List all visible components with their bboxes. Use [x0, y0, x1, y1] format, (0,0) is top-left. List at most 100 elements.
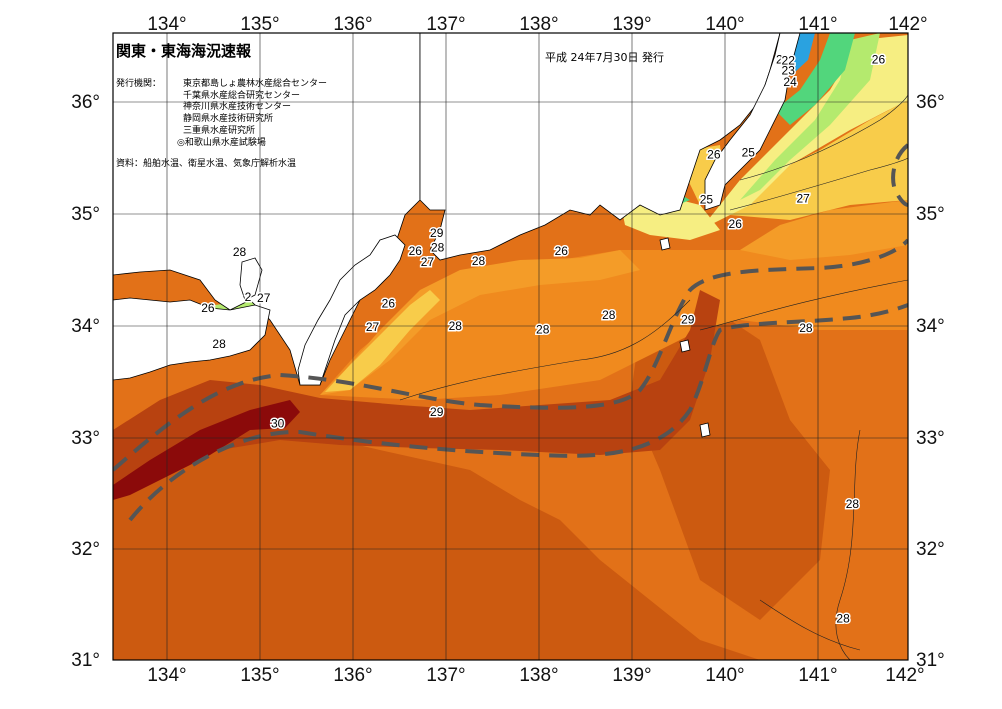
data-source: 資料：船舶水温、衛星水温、気象庁解析水温 [116, 157, 296, 169]
lat-tick-left: 34° [71, 316, 100, 337]
lon-tick-top: 138° [519, 14, 558, 35]
land-hachijo [699, 422, 711, 438]
map-frame [112, 32, 909, 661]
isotherm-label: 24 [783, 75, 797, 89]
land-masses [113, 33, 801, 438]
lat-tick-left: 32° [71, 539, 100, 560]
isotherm-label: 28 [846, 497, 860, 511]
lon-tick-bottom: 140° [705, 665, 744, 686]
land-izu-oshima [659, 237, 671, 251]
lon-tick-top: 136° [333, 14, 372, 35]
lon-tick-bottom: 141° [798, 665, 837, 686]
temp-zone-29-kuroshio [113, 290, 720, 490]
kuroshio-east-loop [891, 143, 908, 207]
land-miyake [679, 339, 691, 353]
isotherm-line [739, 94, 908, 181]
isotherm-contours [399, 94, 908, 660]
issue-date: 平成 24年7月30日 発行 [545, 50, 664, 64]
lon-tick-bottom: 137° [426, 665, 465, 686]
lon-tick-top: 137° [426, 14, 465, 35]
land-awaji [239, 257, 263, 301]
lon-tick-bottom: 134° [147, 665, 186, 686]
isotherm-label: 28 [472, 254, 486, 268]
isotherm-label: 26 [382, 297, 396, 311]
isotherm-label: 28 [449, 319, 463, 333]
temp-zone-28-5-south [113, 420, 760, 660]
latitude-ticks-left: 36° 35° 34° 33° 32° 31° [71, 92, 100, 671]
isotherm-label: 22 [782, 54, 796, 68]
isotherm-label: 26 [201, 301, 215, 315]
lon-tick-top: 139° [612, 14, 651, 35]
lat-tick-right: 32° [916, 539, 945, 560]
isotherm-label: 21 [776, 52, 790, 66]
lon-tick-top: 135° [240, 14, 279, 35]
lon-tick-bottom: 139° [612, 665, 651, 686]
isotherm-label: 28 [431, 241, 445, 255]
isotherm-label: 28 [799, 321, 813, 335]
lon-tick-bottom: 142° [885, 665, 924, 686]
isotherm-label: 27 [421, 255, 435, 269]
land-central-japan [419, 33, 781, 261]
lat-tick-right: 34° [916, 316, 945, 337]
temp-zone-26-ne [740, 200, 908, 260]
isotherm-line [729, 157, 908, 211]
isotherm-label: 2 [245, 290, 252, 304]
land-boso [704, 33, 801, 211]
temp-zone-30-core [113, 400, 300, 500]
temp-zone-27-coastal [320, 230, 908, 400]
longitude-ticks-top: 134° 135° 136° 137° 138° 139° 140° 141° … [147, 14, 927, 35]
isotherm-label: 26 [729, 217, 743, 231]
lat-tick-right: 33° [916, 428, 945, 449]
lon-tick-top: 140° [705, 14, 744, 35]
isotherm-line [759, 599, 861, 651]
isotherm-label: 27 [796, 191, 810, 205]
isotherm-label: 28 [602, 308, 616, 322]
longitude-ticks-bottom: 134° 135° 136° 137° 138° 139° 140° 141° … [147, 665, 924, 686]
isotherm-label: 29 [430, 405, 444, 419]
lat-tick-left: 31° [71, 650, 100, 671]
isotherm-label: 26 [555, 244, 569, 258]
kuroshio-axis [113, 143, 908, 522]
lat-tick-right: 36° [916, 92, 945, 113]
lon-tick-top: 134° [147, 14, 186, 35]
issuer-6: ◎和歌山県水産試験場 [177, 136, 266, 148]
land-shikoku [113, 297, 271, 381]
lat-tick-left: 36° [71, 92, 100, 113]
isotherm-label: 27 [257, 291, 271, 305]
isotherm-label: 27 [366, 320, 380, 334]
latitude-ticks-right: 36° 35° 34° 33° 32° 31° [916, 92, 945, 671]
lon-tick-bottom: 136° [333, 665, 372, 686]
temp-zone-23-ne [740, 33, 880, 200]
lat-tick-right: 35° [916, 204, 945, 225]
lon-tick-top: 142° [888, 14, 927, 35]
isotherm-label: 25 [700, 192, 714, 206]
isotherm-label: 26 [409, 244, 423, 258]
lon-tick-top: 141° [798, 14, 837, 35]
header-block: 関東・東海海況速報 平成 24年7月30日 発行 発行機関： 東京都島しょ農林水… [116, 42, 664, 169]
lat-tick-left: 35° [71, 204, 100, 225]
issuer-3: 神奈川県水産技術センター [183, 100, 291, 112]
isotherm-line [399, 299, 691, 401]
isotherm-label: 29 [430, 226, 444, 240]
map-title: 関東・東海海況速報 [116, 42, 252, 60]
isotherm-label: 28 [836, 611, 850, 625]
issuer-5: 三重県水産研究所 [183, 124, 255, 136]
isotherm-label: 28 [536, 322, 550, 336]
lon-tick-bottom: 138° [519, 665, 558, 686]
isotherm-label: 29 [681, 312, 695, 326]
issuer-4: 静岡県水産技術研究所 [183, 112, 273, 124]
isotherm-label: 26 [872, 52, 886, 66]
land-kii-peninsula [297, 234, 406, 386]
isotherm-label: 23 [782, 64, 796, 78]
lat-tick-left: 33° [71, 428, 100, 449]
kuroshio-south-boundary [128, 303, 908, 522]
kuroshio-north-boundary [113, 238, 908, 472]
isotherm-label: 30 [271, 416, 285, 430]
isotherm-label: 26 [707, 148, 721, 162]
lon-tick-bottom: 135° [240, 665, 279, 686]
isotherm-label: 28 [212, 337, 226, 351]
isotherm-label: 25 [742, 145, 756, 159]
issuer-1: 東京都島しょ農林水産総合センター [183, 77, 327, 89]
